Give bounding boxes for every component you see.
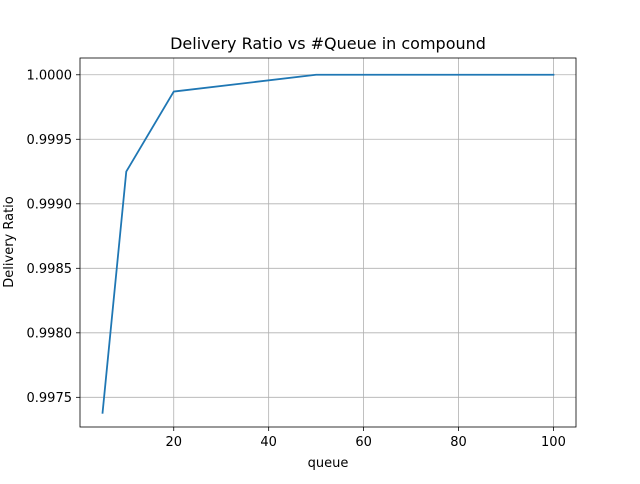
- x-tick-label: 40: [260, 435, 277, 450]
- y-axis-label: Delivery Ratio: [2, 196, 17, 288]
- y-tick-label: 0.9985: [27, 262, 73, 277]
- x-tick-label: 100: [541, 435, 566, 450]
- y-tick-label: 0.9995: [27, 133, 73, 148]
- x-tick-label: 60: [355, 435, 372, 450]
- series-line: [101, 73, 555, 414]
- x-axis-label: queue: [308, 456, 349, 471]
- grid-layer: [80, 58, 576, 427]
- chart-title: Delivery Ratio vs #Queue in compound: [170, 34, 486, 53]
- tick-layer: 20 40 60 80 100 0.9975 0.9980 0.9985 0.9990 0.999…: [27, 68, 566, 450]
- plot-frame: [79, 57, 577, 428]
- y-tick-label: 1.0000: [27, 68, 73, 83]
- x-tick-label: 80: [450, 435, 467, 450]
- y-tick-label: 0.9975: [27, 391, 73, 406]
- series-layer: [101, 73, 555, 414]
- y-tick-label: 0.9980: [27, 326, 73, 341]
- y-tick-label: 0.9990: [27, 197, 73, 212]
- x-tick-label: 20: [165, 435, 182, 450]
